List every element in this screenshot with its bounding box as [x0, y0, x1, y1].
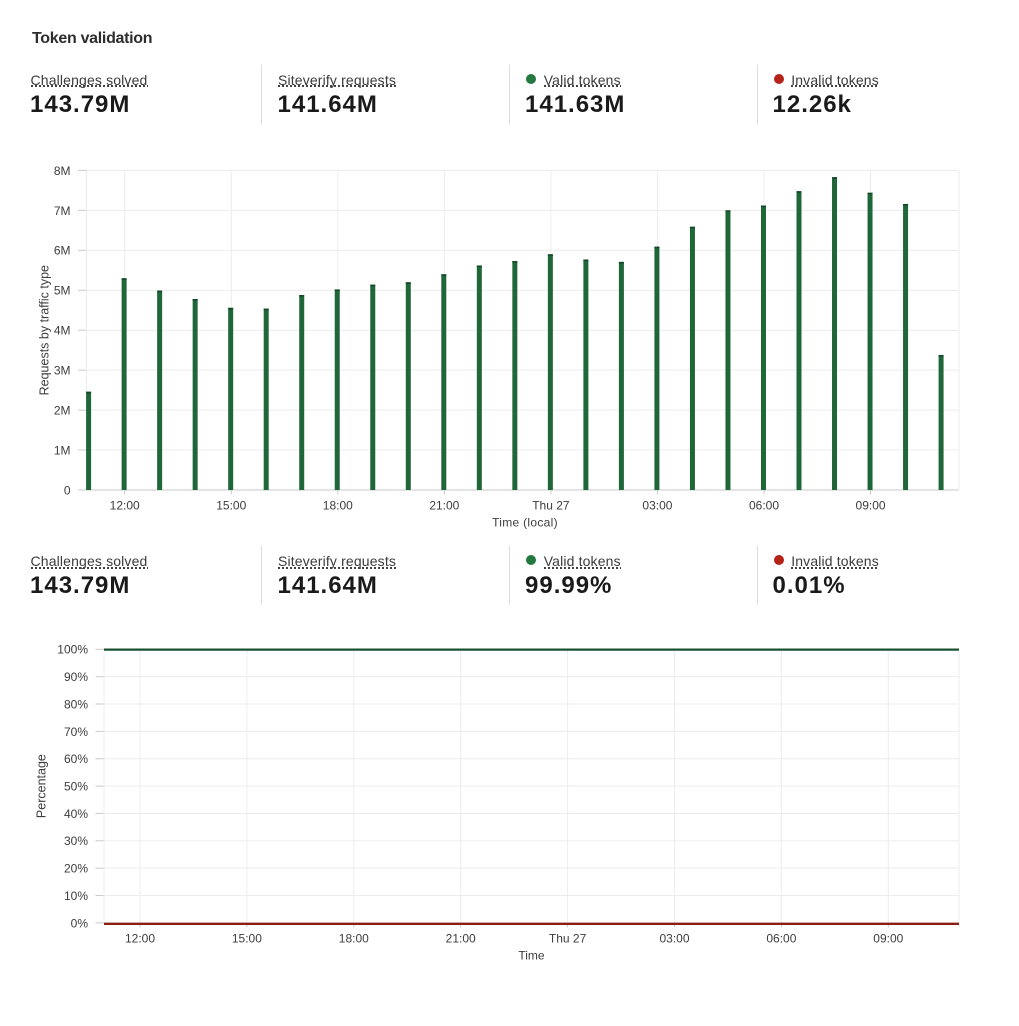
- svg-text:03:00: 03:00: [659, 931, 689, 945]
- svg-text:18:00: 18:00: [323, 498, 353, 512]
- svg-text:10%: 10%: [64, 889, 88, 903]
- svg-text:0%: 0%: [71, 916, 89, 930]
- svg-text:Thu 27: Thu 27: [549, 931, 587, 945]
- svg-text:Time: Time: [518, 948, 545, 962]
- svg-text:06:00: 06:00: [749, 498, 779, 512]
- svg-text:06:00: 06:00: [766, 931, 796, 945]
- svg-text:0: 0: [64, 483, 71, 497]
- svg-text:40%: 40%: [64, 807, 88, 821]
- svg-text:7M: 7M: [54, 204, 71, 218]
- svg-text:3M: 3M: [54, 364, 71, 378]
- svg-text:50%: 50%: [64, 780, 88, 794]
- svg-text:03:00: 03:00: [642, 498, 672, 512]
- svg-text:8M: 8M: [54, 164, 71, 178]
- svg-text:09:00: 09:00: [873, 931, 903, 945]
- svg-text:5M: 5M: [54, 284, 71, 298]
- svg-text:Requests by traffic type: Requests by traffic type: [37, 265, 51, 395]
- svg-text:80%: 80%: [64, 697, 88, 711]
- svg-text:30%: 30%: [64, 834, 88, 848]
- svg-text:2M: 2M: [54, 404, 71, 418]
- svg-text:12:00: 12:00: [110, 498, 140, 512]
- svg-text:18:00: 18:00: [339, 931, 369, 945]
- svg-text:Time (local): Time (local): [492, 515, 558, 529]
- svg-text:Thu 27: Thu 27: [532, 498, 570, 512]
- svg-text:12:00: 12:00: [125, 931, 155, 945]
- svg-text:09:00: 09:00: [856, 498, 886, 512]
- svg-text:4M: 4M: [54, 324, 71, 338]
- svg-text:21:00: 21:00: [446, 931, 476, 945]
- svg-text:6M: 6M: [54, 244, 71, 258]
- svg-text:20%: 20%: [64, 862, 88, 876]
- svg-text:1M: 1M: [54, 443, 71, 457]
- svg-text:90%: 90%: [64, 670, 88, 684]
- svg-text:60%: 60%: [64, 752, 88, 766]
- svg-text:21:00: 21:00: [429, 498, 459, 512]
- svg-text:100%: 100%: [57, 643, 88, 657]
- svg-text:15:00: 15:00: [232, 931, 262, 945]
- svg-text:70%: 70%: [64, 725, 88, 739]
- svg-text:15:00: 15:00: [216, 498, 246, 512]
- svg-text:Percentage: Percentage: [34, 754, 48, 818]
